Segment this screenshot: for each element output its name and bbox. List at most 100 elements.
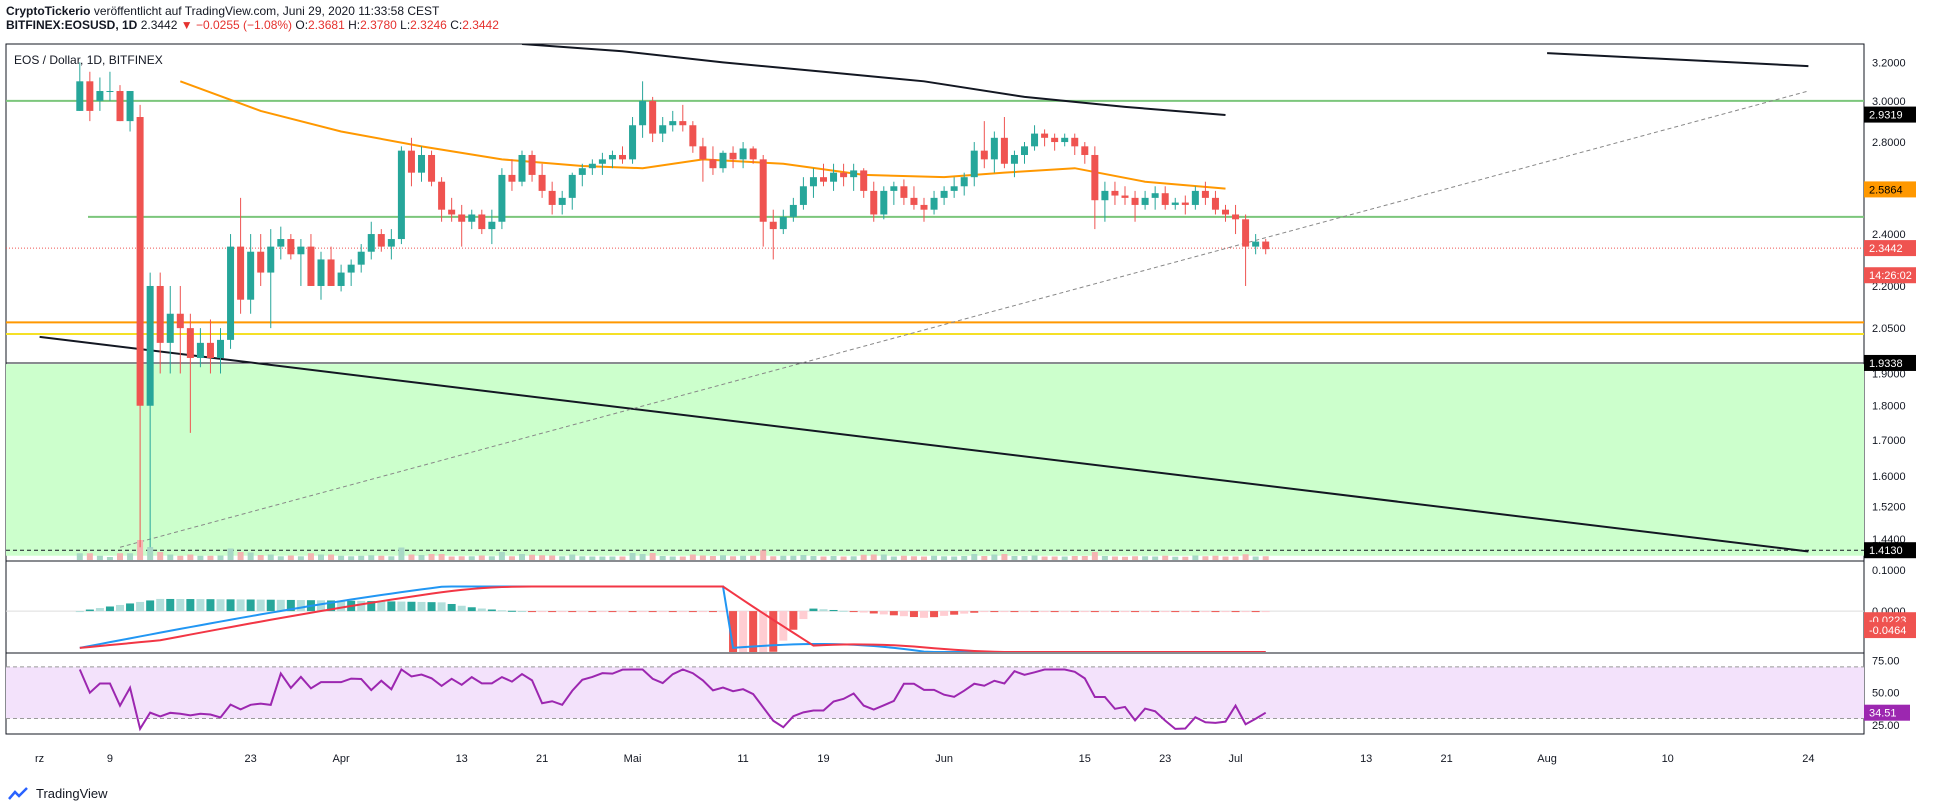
candle-body [820,177,827,182]
macd-histogram-bar [869,611,878,614]
macd-histogram-bar [909,611,918,618]
date-tick-label: 24 [1802,753,1814,765]
candle-body [1131,197,1139,205]
macd-histogram-bar [668,611,677,613]
volume-bar [1021,556,1028,560]
candle-body [1041,133,1049,138]
volume-bar [951,556,958,560]
candle-body [709,159,717,169]
candle-body [900,186,908,198]
macd-histogram-bar [749,611,758,652]
candle-body [428,154,436,182]
price-axis-badge-text: 2.5864 [1869,184,1903,196]
volume-bar [408,554,415,560]
volume-bar [137,540,144,560]
macd-histogram-bar [809,608,818,612]
candle-body [468,214,476,222]
candle-body [799,186,807,205]
volume-bar [307,553,314,560]
macd-histogram-bar [1060,611,1069,613]
tradingview-logo[interactable]: TradingView [8,784,108,804]
candle-body [1081,146,1089,155]
volume-bar [1081,556,1088,560]
macd-histogram-bar [1000,611,1009,613]
volume-bar [418,555,425,560]
candle-body [1191,190,1199,205]
candle-body [317,259,325,286]
volume-bar [549,555,556,560]
candle-body [1021,146,1028,155]
macd-histogram-bar [628,611,637,613]
macd-histogram-bar [1110,611,1119,613]
candle-body [769,221,777,230]
volume-bar [1011,556,1018,560]
volume-bar [187,554,194,560]
price-tick-label: 2.0500 [1872,323,1906,335]
volume-bar [448,556,455,560]
macd-histogram-bar [739,611,748,652]
macd-histogram-bar [1201,611,1210,613]
macd-pane[interactable] [6,585,1864,699]
date-tick-label: Jul [1229,753,1243,765]
volume-bar [800,555,807,560]
rsi-axis-badge [1864,704,1910,721]
date-tick-label: 11 [737,753,748,765]
volume-bar [1202,556,1209,560]
volume-bar [86,553,93,560]
candle-body [1071,137,1079,147]
macd-histogram-bar [186,599,195,612]
volume-bar [619,556,626,560]
volume-bar [991,554,998,560]
macd-histogram-bar [528,611,537,613]
volume-bar [468,556,475,560]
rsi-pane[interactable] [6,666,1864,732]
volume-bar [770,556,777,560]
candle-body [186,328,194,358]
candle-body [1061,137,1069,143]
volume-bar [941,556,948,560]
volume-bar [96,555,103,560]
candle-body [990,137,998,160]
date-tick-label: Apr [333,753,350,765]
volume-bar [267,554,274,560]
macd-histogram-bar [990,611,999,613]
volume-bar [689,554,696,560]
high-value: 2.3780 [360,18,397,32]
volume-bar [589,556,596,560]
macd-histogram-bar [1040,611,1049,613]
macd-histogram-bar [940,611,949,616]
candle-body [136,117,144,406]
candle-body [287,239,295,255]
volume-bar [338,555,345,560]
volume-bar [177,555,184,560]
volume-bar [699,555,706,560]
volume-bar [117,553,123,560]
candle-body [337,272,345,286]
candle-body [729,152,737,160]
macd-histogram-bar [85,609,94,612]
chart-canvas[interactable]: 3.20003.00002.80002.60002.40002.20002.05… [0,40,1934,810]
macd-histogram-bar [95,608,104,612]
candle-body [920,204,928,210]
macd-histogram-bar [286,599,295,612]
date-tick-label: 19 [817,753,829,765]
macd-histogram-bar [176,599,185,612]
price-axis: 3.20003.00002.80002.60002.40002.20002.05… [6,57,1916,765]
macd-histogram-bar [407,601,416,612]
volume-bar [197,555,204,560]
candle-body [1091,154,1099,201]
macd-histogram-bar [166,598,175,612]
volume-bar [1111,556,1118,560]
author-name[interactable]: CryptoTickerio [6,4,91,18]
macd-histogram-bar [126,603,135,612]
price-pane[interactable] [6,44,1864,560]
candle-body [779,216,787,230]
tradingview-icon [8,787,30,801]
macd-histogram-bar [608,611,617,613]
volume-bar [579,556,586,560]
macd-histogram-bar [276,599,285,612]
macd-histogram-bar [759,611,768,652]
macd-histogram-bar [578,611,587,613]
candle-body [830,172,838,182]
candle-body [608,154,616,160]
